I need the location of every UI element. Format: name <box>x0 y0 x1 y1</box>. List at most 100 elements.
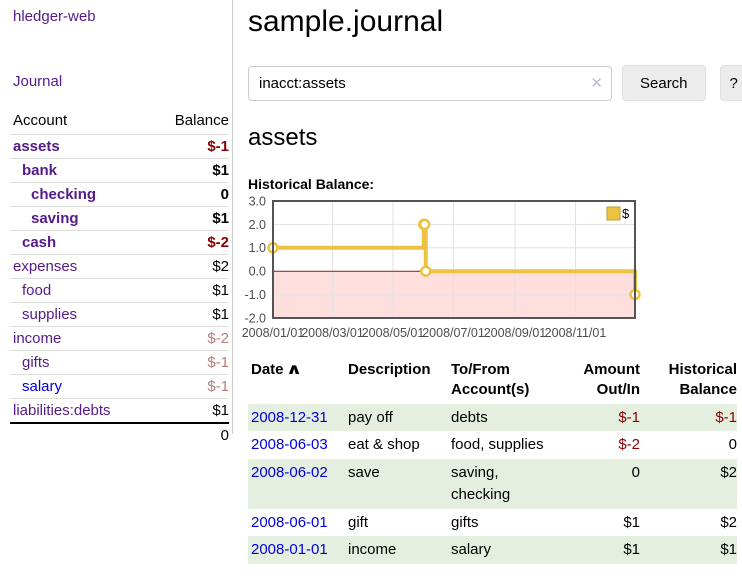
account-balance: $-1 <box>149 350 229 375</box>
register-date-link[interactable]: 2008-06-03 <box>251 436 328 454</box>
register-description: save <box>348 464 380 481</box>
account-row: salary $-1 <box>10 374 229 399</box>
svg-text:2008/11/01: 2008/11/01 <box>545 326 607 340</box>
register-row: 2008-01-01 income salary $1 $1 <box>248 536 737 564</box>
account-row: cash $-2 <box>10 230 229 255</box>
svg-text:3.0: 3.0 <box>249 194 266 208</box>
register-row: 2008-06-02 save saving, checking 0 $2 <box>248 459 737 509</box>
account-balance: $1 <box>149 206 229 231</box>
svg-text:-2.0: -2.0 <box>244 311 266 325</box>
account-balance: $2 <box>149 254 229 279</box>
page-title: sample.journal <box>248 5 444 38</box>
register-balance: $2 <box>720 464 737 481</box>
svg-text:2008/03/01: 2008/03/01 <box>301 326 364 340</box>
register-row: 2008-12-31 pay off debts $-1 $-1 <box>248 403 737 432</box>
register-column-to-from-account-s-: To/From Account(s) <box>451 361 530 399</box>
search-bar: ✕ Search ? <box>248 65 742 101</box>
register-accounts: salary <box>451 541 492 559</box>
accounts-table: Account Balance assets $-1 bank $1 checking 0… <box>10 108 229 447</box>
journal-link[interactable]: Journal <box>13 73 63 90</box>
accounts-header-balance: Balance <box>174 112 229 129</box>
register-accounts: saving, checking <box>451 464 511 503</box>
register-amount: $1 <box>623 541 640 559</box>
svg-text:1.0: 1.0 <box>249 241 266 255</box>
account-row: saving $1 <box>10 206 229 231</box>
svg-text:-1.0: -1.0 <box>244 288 266 302</box>
svg-text:2008/09/01: 2008/09/01 <box>484 326 547 340</box>
svg-text:2008/07/01: 2008/07/01 <box>422 326 485 340</box>
clear-search-icon[interactable]: ✕ <box>590 74 603 92</box>
register-amount: 0 <box>631 464 640 481</box>
account-row: income $-2 <box>10 326 229 351</box>
register-accounts: debts <box>451 408 488 426</box>
register-description: eat & shop <box>348 436 420 454</box>
account-balance: $1 <box>149 278 229 303</box>
accounts-total-row: 0 <box>10 422 229 447</box>
account-link[interactable]: checking <box>31 186 97 203</box>
account-row: assets $-1 <box>10 134 229 159</box>
search-button[interactable]: Search <box>622 65 706 101</box>
register-body: 2008-12-31 pay off debts $-1 $-1 2008-06-03 ea… <box>248 403 737 564</box>
account-row: gifts $-1 <box>10 350 229 375</box>
register-amount: $1 <box>623 513 640 531</box>
sidebar: hledger-web Journal Account Balance asse… <box>0 0 233 447</box>
account-row: liabilities:debts $1 <box>10 398 229 423</box>
account-link[interactable]: food <box>22 282 52 299</box>
account-link[interactable]: gifts <box>22 354 50 371</box>
register-date-link[interactable]: 2008-01-01 <box>251 541 328 559</box>
account-link[interactable]: saving <box>31 210 79 227</box>
register-column-description: Description <box>348 361 431 378</box>
register-description: income <box>348 541 397 559</box>
account-link[interactable]: supplies <box>22 306 78 323</box>
app-title-link[interactable]: hledger-web <box>13 8 96 25</box>
account-row: bank $1 <box>10 158 229 183</box>
svg-text:$: $ <box>622 206 630 221</box>
register-amount: $-2 <box>618 436 640 454</box>
help-button[interactable]: ? <box>719 65 742 101</box>
register-date-link[interactable]: 2008-06-01 <box>251 513 328 531</box>
account-balance: $-1 <box>149 374 229 399</box>
account-balance: $-2 <box>149 230 229 255</box>
register-balance: $2 <box>720 513 737 531</box>
account-row: food $1 <box>10 278 229 303</box>
account-link[interactable]: bank <box>22 162 58 179</box>
sort-ascending-icon: ∧ <box>285 361 302 378</box>
accounts-total-value: 0 <box>149 422 229 447</box>
account-link[interactable]: liabilities:debts <box>13 402 111 419</box>
account-balance: $1 <box>149 158 229 183</box>
register-column-date: Date ∧ <box>248 357 345 404</box>
register-balance: $-1 <box>715 408 737 426</box>
account-balance: $1 <box>149 302 229 327</box>
accounts-header-account: Account <box>13 112 68 129</box>
account-row: supplies $1 <box>10 302 229 327</box>
register-date-link[interactable]: 2008-06-02 <box>251 464 328 481</box>
svg-text:2.0: 2.0 <box>249 218 266 232</box>
register-accounts: gifts <box>451 513 479 531</box>
register-row: 2008-06-03 eat & shop food, supplies $-2 0 <box>248 431 737 459</box>
account-balance: $1 <box>149 398 229 423</box>
account-link[interactable]: expenses <box>13 258 78 275</box>
balance-chart-svg: $3.0 2.0 1.0 0.0 -1.0 -2.02008/01/012008/03/0… <box>242 194 641 340</box>
account-balance: 0 <box>149 182 229 207</box>
svg-text:2008/05/01: 2008/05/01 <box>362 326 425 340</box>
account-balance: $-1 <box>149 134 229 159</box>
account-row: expenses $2 <box>10 254 229 279</box>
register-header-row: Date ∧ Description To/From Account(s) Amount… <box>248 357 737 404</box>
register-column-historical-balance: Historical Balance <box>668 361 737 399</box>
search-input[interactable] <box>248 65 612 101</box>
register-row: 2008-06-01 gift gifts $1 $2 <box>248 509 737 537</box>
svg-text:0.0: 0.0 <box>249 265 266 279</box>
account-link[interactable]: salary <box>22 378 63 395</box>
balance-chart: $3.0 2.0 1.0 0.0 -1.0 -2.0 2008/01/01 2008/03/0… <box>242 193 742 345</box>
account-balance: $-2 <box>149 326 229 351</box>
main-content: sample.journal ✕ Search ? assets Histori… <box>242 0 742 564</box>
register-balance: $1 <box>720 541 737 559</box>
account-heading: assets <box>248 124 318 151</box>
account-link[interactable]: income <box>13 330 62 347</box>
chart-title: Historical Balance: <box>248 176 375 192</box>
svg-text:2008/01/01: 2008/01/01 <box>242 326 305 340</box>
register-date-link[interactable]: 2008-12-31 <box>251 408 328 426</box>
account-link[interactable]: assets <box>13 138 60 155</box>
account-link[interactable]: cash <box>22 234 57 251</box>
register-accounts: food, supplies <box>451 436 544 454</box>
